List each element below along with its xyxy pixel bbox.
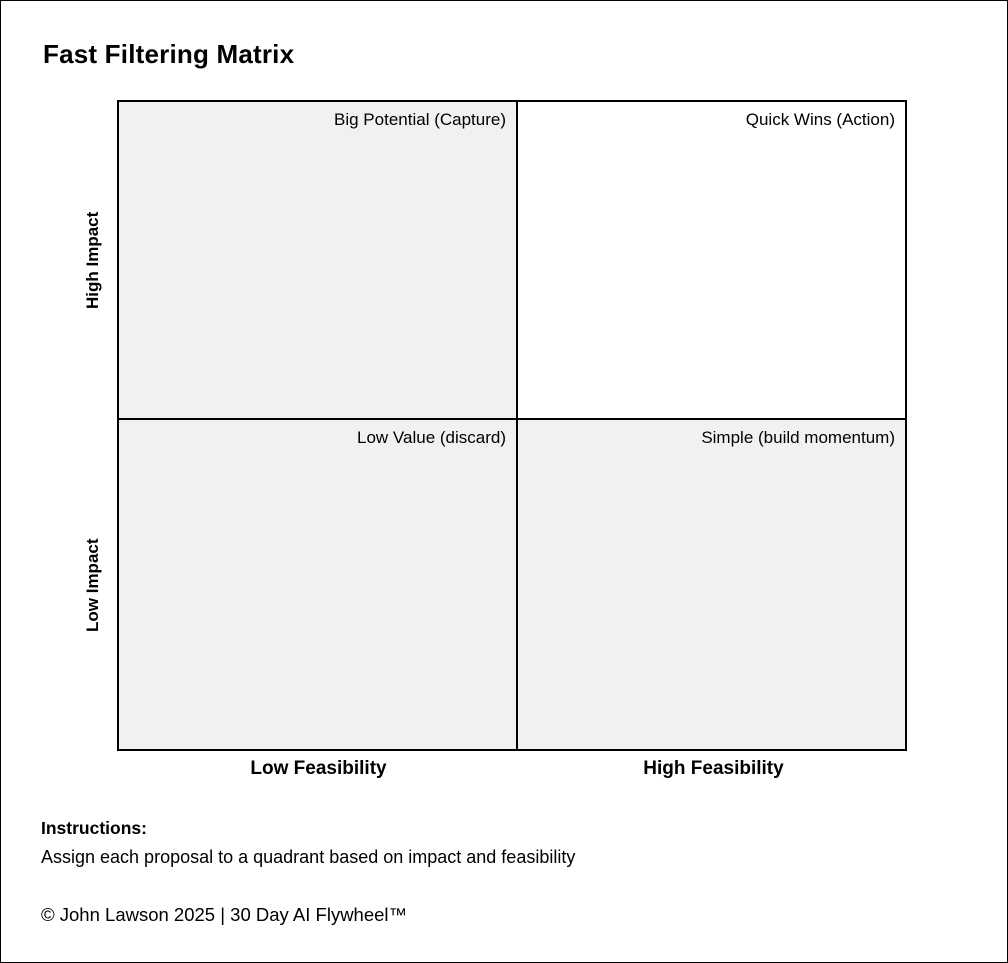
quadrant-label: Low Value (discard) <box>357 428 506 447</box>
quadrant-simple: Simple (build momentum) <box>518 420 905 749</box>
copyright-footer: © John Lawson 2025 | 30 Day AI Flywheel™ <box>41 904 408 925</box>
x-axis-label-low-feasibility: Low Feasibility <box>250 758 387 779</box>
quadrant-quick-wins: Quick Wins (Action) <box>518 102 905 420</box>
quadrant-big-potential: Big Potential (Capture) <box>119 102 518 420</box>
quadrant-label: Big Potential (Capture) <box>334 110 506 129</box>
instructions-block: Instructions: Assign each proposal to a … <box>41 818 575 868</box>
page-title: Fast Filtering Matrix <box>43 39 295 69</box>
quadrant-label: Quick Wins (Action) <box>745 110 895 129</box>
y-axis-label-low-impact: Low Impact <box>83 538 102 633</box>
y-axis-label-high-impact: High Impact <box>83 211 102 309</box>
instructions-heading: Instructions: <box>41 818 147 838</box>
fast-filtering-matrix: Big Potential (Capture) Quick Wins (Acti… <box>117 100 907 751</box>
quadrant-label: Simple (build momentum) <box>701 428 895 447</box>
quadrant-low-value: Low Value (discard) <box>119 420 518 749</box>
x-axis-label-high-feasibility: High Feasibility <box>643 758 784 779</box>
instructions-body: Assign each proposal to a quadrant based… <box>41 847 576 867</box>
